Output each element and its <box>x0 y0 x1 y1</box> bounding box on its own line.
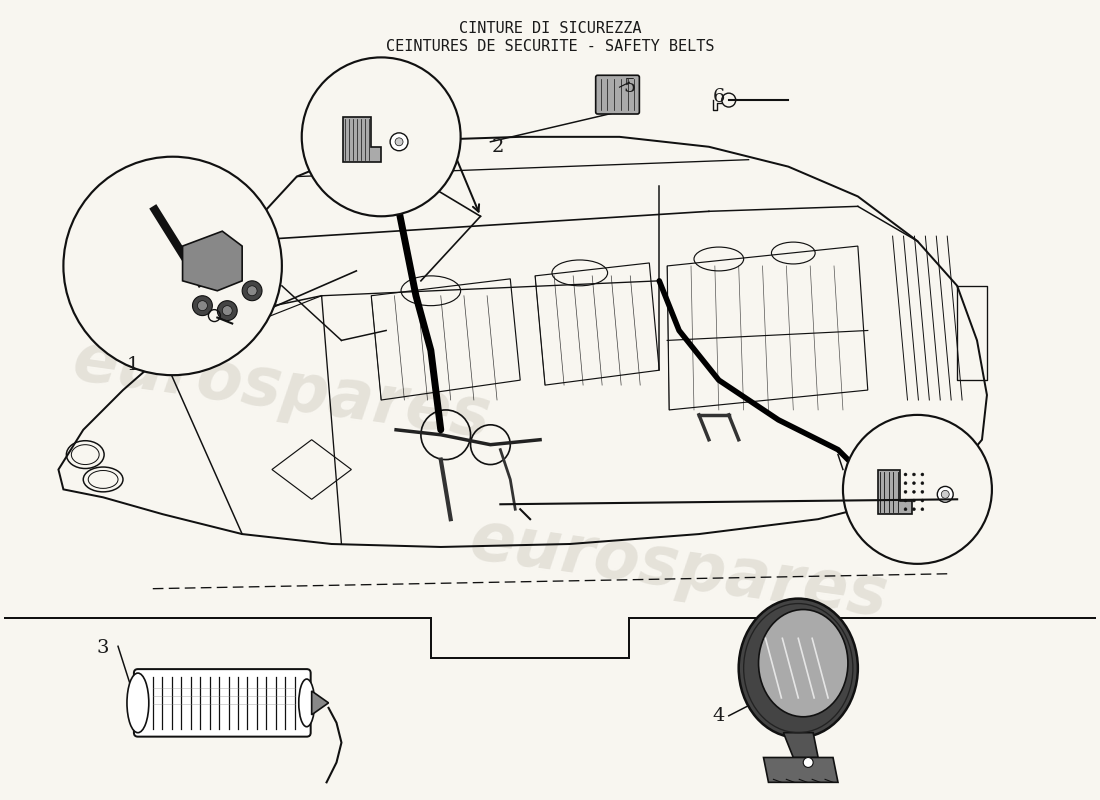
Ellipse shape <box>299 679 315 726</box>
Circle shape <box>921 473 924 476</box>
Text: eurospares: eurospares <box>68 328 495 452</box>
Text: 4: 4 <box>713 706 725 725</box>
Text: eurospares: eurospares <box>466 507 892 631</box>
Circle shape <box>222 306 232 315</box>
Ellipse shape <box>759 610 848 717</box>
Circle shape <box>921 482 924 485</box>
Circle shape <box>921 490 924 494</box>
Ellipse shape <box>739 598 858 738</box>
Circle shape <box>913 490 915 494</box>
Circle shape <box>192 296 212 315</box>
Circle shape <box>904 499 907 502</box>
Circle shape <box>913 482 915 485</box>
Text: 3: 3 <box>97 639 109 658</box>
Circle shape <box>218 301 238 321</box>
Circle shape <box>942 490 949 498</box>
Circle shape <box>843 415 992 564</box>
Polygon shape <box>763 758 838 782</box>
Text: 5: 5 <box>624 78 636 96</box>
Circle shape <box>921 508 924 510</box>
Circle shape <box>913 508 915 510</box>
Polygon shape <box>878 470 913 514</box>
Text: CEINTURES DE SECURITE - SAFETY BELTS: CEINTURES DE SECURITE - SAFETY BELTS <box>386 38 714 54</box>
Circle shape <box>301 58 461 216</box>
Circle shape <box>921 499 924 502</box>
Text: 6: 6 <box>713 88 725 106</box>
FancyBboxPatch shape <box>596 75 639 114</box>
Circle shape <box>390 133 408 150</box>
Text: 2: 2 <box>492 138 505 156</box>
Text: CINTURE DI SICUREZZA: CINTURE DI SICUREZZA <box>459 21 641 36</box>
Circle shape <box>937 486 954 502</box>
Circle shape <box>242 281 262 301</box>
Circle shape <box>248 286 257 296</box>
Ellipse shape <box>126 673 148 733</box>
Circle shape <box>904 473 907 476</box>
Circle shape <box>904 490 907 494</box>
Circle shape <box>198 301 208 310</box>
Circle shape <box>395 138 403 146</box>
Circle shape <box>904 508 907 510</box>
Circle shape <box>904 482 907 485</box>
Circle shape <box>913 499 915 502</box>
FancyBboxPatch shape <box>134 669 310 737</box>
Polygon shape <box>183 231 242 290</box>
Circle shape <box>64 157 282 375</box>
Circle shape <box>913 473 915 476</box>
Polygon shape <box>343 117 382 162</box>
Text: 1: 1 <box>126 356 139 374</box>
Polygon shape <box>783 733 818 758</box>
Circle shape <box>803 758 813 767</box>
Polygon shape <box>311 691 329 714</box>
